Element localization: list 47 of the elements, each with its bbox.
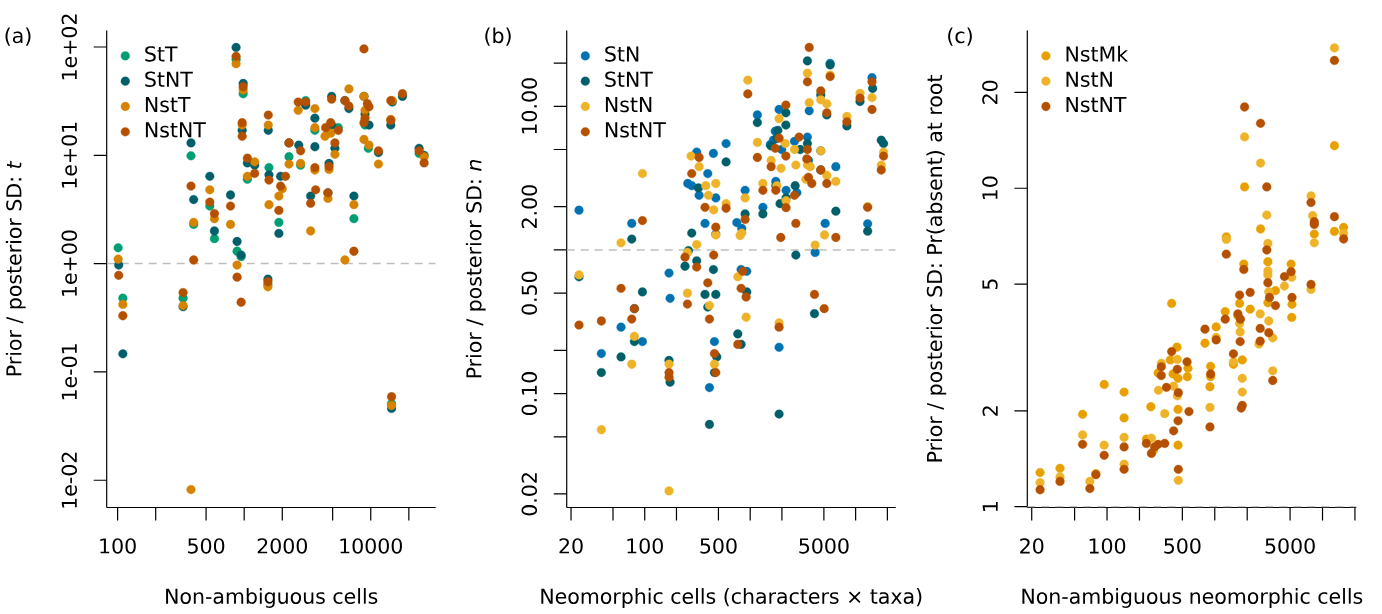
x-axis-title: Non-ambiguous neomorphic cells: [1022, 588, 1363, 608]
legend-label: StT: [145, 46, 178, 62]
x-tick-label: 500: [188, 538, 225, 554]
x-tick-label: 10000: [340, 538, 402, 554]
y-tick-label: 2: [982, 406, 998, 416]
y-tick-label: 1e-02: [61, 452, 78, 508]
x-tick-label: 100: [100, 538, 136, 554]
y-tick-label: 1e+01: [61, 122, 78, 188]
y-tick-label: 1e+02: [61, 14, 78, 80]
y-tick-label: 1e-01: [61, 344, 78, 400]
y-tick-label: 5: [982, 279, 998, 290]
legend-label: NstN: [605, 97, 652, 113]
x-tick-label: 20: [559, 538, 583, 554]
y-tick-label: 0.10: [521, 372, 538, 416]
legend-label: StNT: [145, 71, 193, 87]
legend-label: NstT: [145, 97, 191, 113]
y-tick-label: 0.50: [521, 271, 538, 315]
y-tick-label: 0.02: [521, 473, 538, 516]
y-tick-label: 2.00: [521, 185, 538, 229]
legend-label: StNT: [605, 71, 653, 87]
x-tick-label: 20: [1020, 538, 1044, 554]
x-tick-label: 5000: [799, 538, 849, 554]
legend-label: NstN: [1066, 71, 1112, 87]
legend-label: NstNT: [605, 122, 666, 138]
y-axis-title: Prior / posterior SD: t: [5, 160, 26, 376]
x-tick-label: 2000: [257, 538, 307, 554]
legend-label: NstMk: [1066, 45, 1129, 62]
y-tick-label: 1: [982, 502, 998, 511]
x-axis-title: Neomorphic cells (characters × taxa): [541, 588, 922, 608]
chart-title: (a): [5, 27, 31, 46]
y-axis-title: Prior / posterior SD: n: [465, 160, 486, 378]
x-tick-label: 5000: [1265, 538, 1315, 554]
legend-label: NstNT: [145, 122, 206, 138]
chart-title: (c): [948, 27, 972, 46]
y-tick-label: 20: [982, 80, 998, 104]
y-tick-label: 1e+00: [61, 230, 78, 296]
chart-title: (b): [485, 27, 511, 46]
legend-label: NstNT: [1066, 97, 1127, 113]
y-tick-label: 10: [982, 176, 998, 200]
x-tick-label: 500: [1164, 538, 1201, 554]
x-tick-label: 100: [627, 538, 663, 554]
y-tick-label: 10.00: [521, 78, 538, 134]
x-axis-title: Non-ambiguous cells: [166, 588, 378, 608]
y-axis-title: Prior / posterior SD: Pr(absent) at root: [926, 75, 947, 462]
x-tick-label: 500: [700, 538, 737, 554]
legend-label: StN: [605, 46, 639, 62]
x-tick-label: 100: [1089, 538, 1126, 554]
